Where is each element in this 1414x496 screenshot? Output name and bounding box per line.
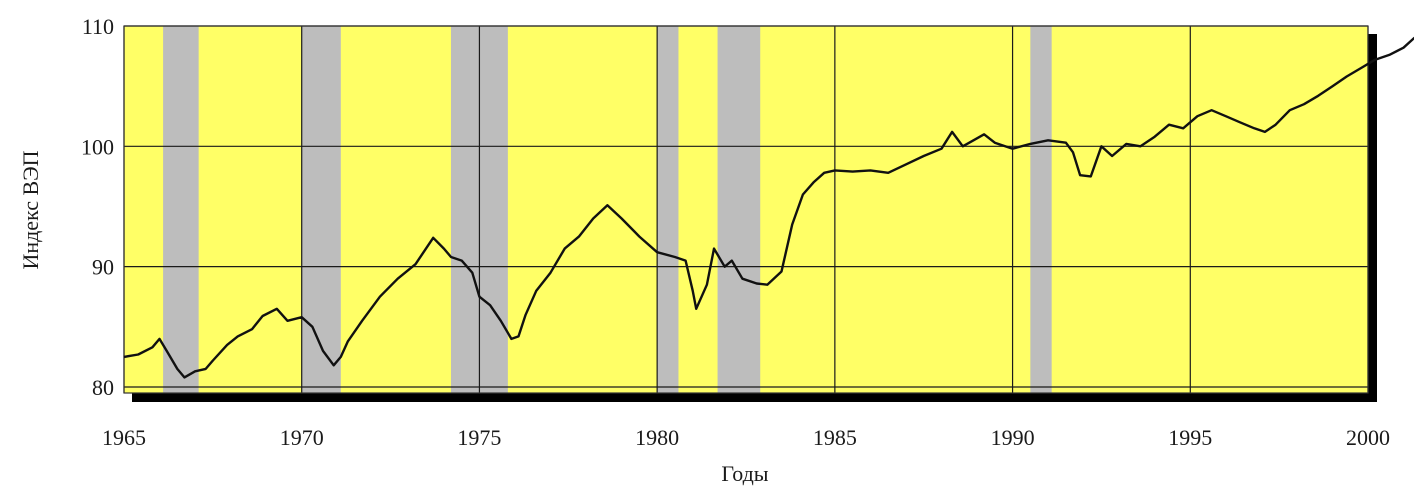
plot-shadow-right xyxy=(1368,34,1377,402)
y-axis-title: Индекс ВЭП xyxy=(18,150,43,269)
x-axis-title: Годы xyxy=(721,461,768,486)
series-line xyxy=(123,36,1414,379)
plot-shadow-bottom xyxy=(132,393,1377,402)
y-tick-label: 100 xyxy=(81,134,114,159)
recession-band xyxy=(301,26,341,393)
x-tick-label: 1990 xyxy=(991,425,1035,450)
recession-band xyxy=(163,26,199,393)
recession-band xyxy=(657,26,679,393)
y-tick-label: 80 xyxy=(92,375,114,400)
recession-band xyxy=(717,26,761,393)
x-tick-label: 1970 xyxy=(280,425,324,450)
x-tick-label: 1985 xyxy=(813,425,857,450)
x-tick-label: 1995 xyxy=(1168,425,1212,450)
plot-frame xyxy=(123,25,1369,394)
x-tick-label: 1980 xyxy=(635,425,679,450)
y-tick-label: 90 xyxy=(92,255,114,280)
y-tick-label: 110 xyxy=(82,14,114,39)
recession-band xyxy=(1030,26,1052,393)
x-tick-label: 1975 xyxy=(457,425,501,450)
x-tick-label: 1965 xyxy=(102,425,146,450)
x-tick-label: 2000 xyxy=(1346,425,1390,450)
